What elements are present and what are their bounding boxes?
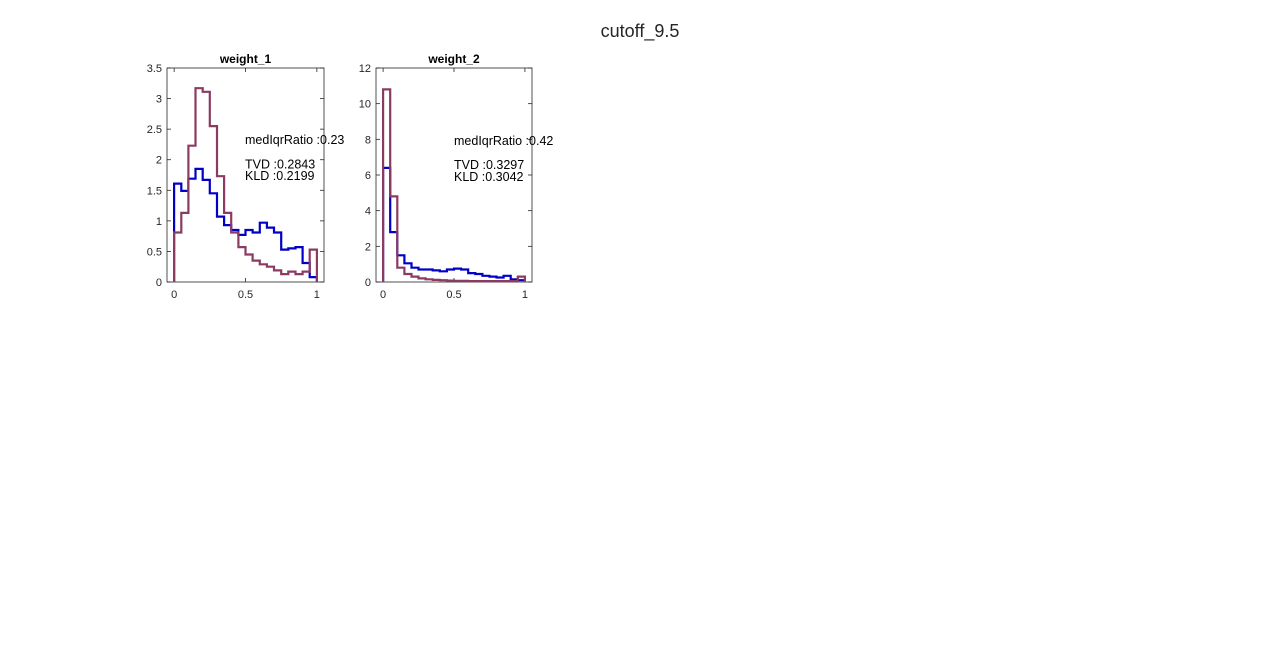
histogram-purple [173, 87, 318, 282]
y-tick-label: 2 [365, 241, 371, 253]
figure-title: cutoff_9.5 [601, 21, 680, 42]
y-tick-label: 3.5 [147, 63, 162, 75]
annotation-2: TVD :0.3297 [454, 158, 524, 172]
y-tick-label: 2.5 [147, 124, 162, 136]
annotation-2: TVD :0.2843 [245, 158, 315, 172]
y-tick-label: 0.5 [147, 246, 162, 258]
axes-title: weight_1 [219, 52, 272, 66]
x-tick-label: 0.5 [238, 289, 253, 301]
y-tick-label: 1.5 [147, 185, 162, 197]
x-tick-label: 1 [522, 289, 528, 301]
annotation-3: KLD :0.3042 [454, 170, 524, 184]
y-tick-label: 4 [365, 206, 371, 218]
y-tick-label: 1 [156, 216, 162, 228]
y-tick-label: 2 [156, 155, 162, 167]
annotation-1: medIqrRatio :0.23 [245, 133, 344, 147]
x-tick-label: 0.5 [446, 289, 461, 301]
x-tick-label: 0 [380, 289, 386, 301]
y-tick-label: 8 [365, 134, 371, 146]
histogram-purple [382, 88, 526, 283]
axes-container: weight_10 0.5 100.511.522.533.5medIqrRatio… [147, 52, 554, 301]
x-tick-label: 1 [314, 289, 320, 301]
annotation-1: medIqrRatio :0.42 [454, 134, 553, 148]
y-tick-label: 10 [359, 99, 371, 111]
y-tick-label: 3 [156, 94, 162, 106]
x-tick-label: 0 [171, 289, 177, 301]
annotation-3: KLD :0.2199 [245, 169, 315, 183]
histogram-blue [382, 166, 526, 282]
axes-1: weight_1 0 0.5 1 0 0.5 1 1.5 2 2.5 3 3.5 medIqrRatio… [147, 52, 345, 301]
y-tick-label: 6 [365, 170, 371, 182]
y-tick-label: 0 [156, 277, 162, 289]
axes-title: weight_2 [427, 52, 480, 66]
y-tick-label: 12 [359, 63, 371, 75]
y-tick-label: 0 [365, 277, 371, 289]
histogram-blue [173, 167, 318, 282]
